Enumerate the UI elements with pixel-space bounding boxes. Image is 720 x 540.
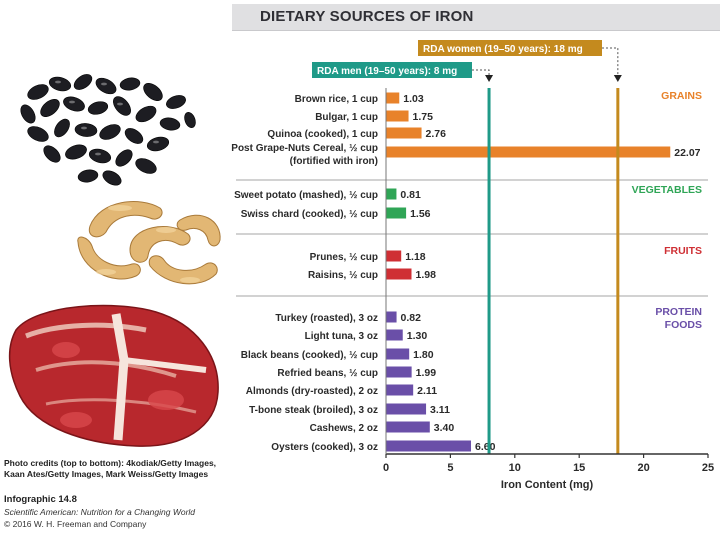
data-label: 22.07 (674, 147, 700, 159)
copyright: © 2016 W. H. Freeman and Company (4, 519, 147, 529)
bar (386, 188, 397, 200)
bar (386, 348, 410, 360)
bar-label: Light tuna, 3 oz (305, 331, 378, 342)
rda-label: RDA men (19–50 years): 8 mg (317, 66, 457, 77)
data-label: 3.40 (434, 422, 455, 434)
black-beans-photo (20, 74, 196, 186)
data-label: 2.11 (417, 385, 437, 397)
data-label: 0.81 (400, 189, 421, 201)
bar-label: Bulgar, 1 cup (315, 112, 378, 123)
bar-label: T-bone steak (broiled), 3 oz (249, 405, 378, 416)
bar (386, 329, 403, 341)
group-label: FRUITS (664, 245, 702, 257)
bar (386, 127, 422, 139)
bar-label: Black beans (cooked), ½ cup (241, 350, 378, 361)
x-tick-label: 5 (447, 462, 453, 474)
data-label: 6.60 (475, 441, 496, 453)
page-title: DIETARY SOURCES OF IRON (260, 8, 474, 25)
x-tick-label: 25 (702, 462, 714, 474)
rda-label: RDA women (19–50 years): 18 mg (423, 44, 583, 55)
group-label: PROTEIN (655, 306, 702, 318)
bar (386, 250, 402, 262)
data-label: 1.99 (416, 367, 437, 379)
x-tick-label: 10 (509, 462, 521, 474)
data-label: 1.98 (416, 269, 437, 281)
bar-label: Turkey (roasted), 3 oz (275, 313, 378, 324)
data-label: 1.80 (413, 349, 434, 361)
bar-label: Post Grape-Nuts Cereal, ½ cup (231, 143, 378, 154)
credit-line: Kaan Ates/Getty Images, Mark Weiss/Getty… (4, 469, 209, 479)
bar (386, 311, 397, 323)
x-tick-label: 0 (383, 462, 389, 474)
bar (386, 384, 414, 396)
data-label: 1.18 (405, 251, 426, 263)
rda-connector (602, 47, 619, 76)
bar-label: Quinoa (cooked), 1 cup (267, 129, 378, 140)
data-label: 3.11 (430, 404, 450, 416)
bar-label: Prunes, ½ cup (310, 252, 378, 263)
rda-label-box (312, 62, 472, 78)
x-tick-label: 20 (637, 462, 649, 474)
cashews-photo (77, 201, 221, 285)
title-band (232, 4, 720, 31)
book-title: Scientific American: Nutrition for a Cha… (4, 507, 196, 517)
group-label: VEGETABLES (632, 184, 702, 196)
data-label: 1.75 (413, 111, 434, 123)
steak-photo (8, 304, 219, 447)
bar-label: Raisins, ½ cup (308, 270, 378, 281)
bar (386, 92, 400, 104)
bar-label: Cashews, 2 oz (310, 423, 378, 434)
bar (386, 268, 412, 280)
x-tick-label: 15 (573, 462, 585, 474)
bar-label: Sweet potato (mashed), ½ cup (234, 190, 378, 201)
bar-label: Swiss chard (cooked), ½ cup (241, 209, 378, 220)
bar-label: Refried beans, ½ cup (277, 368, 378, 379)
group-label: FOODS (665, 319, 702, 331)
photo-credits: Photo credits (top to bottom): 4kodiak/G… (4, 458, 224, 480)
x-axis-title: Iron Content (mg) (501, 479, 594, 491)
bar (386, 403, 427, 415)
bar (386, 110, 409, 122)
data-label: 1.56 (410, 208, 431, 220)
bar (386, 366, 412, 378)
bar (386, 440, 472, 452)
bar (386, 146, 671, 158)
data-label: 1.30 (407, 330, 428, 342)
rda-connector (472, 69, 490, 76)
data-label: 1.03 (403, 93, 424, 105)
bar-label: (fortified with iron) (290, 156, 378, 167)
rda-arrow (485, 75, 494, 82)
data-label: 2.76 (426, 128, 447, 140)
bar (386, 207, 407, 219)
bar-label: Brown rice, 1 cup (295, 94, 378, 105)
rda-label-box (418, 40, 602, 56)
bar-label: Oysters (cooked), 3 oz (271, 442, 378, 453)
data-label: 0.82 (401, 312, 422, 324)
bar (386, 421, 430, 433)
infographic-label: Infographic 14.8 (4, 494, 77, 505)
rda-arrow (613, 75, 622, 82)
bar-label: Almonds (dry-roasted), 2 oz (246, 386, 378, 397)
credit-line: Photo credits (top to bottom): 4kodiak/G… (4, 458, 217, 468)
group-label: GRAINS (661, 90, 702, 102)
